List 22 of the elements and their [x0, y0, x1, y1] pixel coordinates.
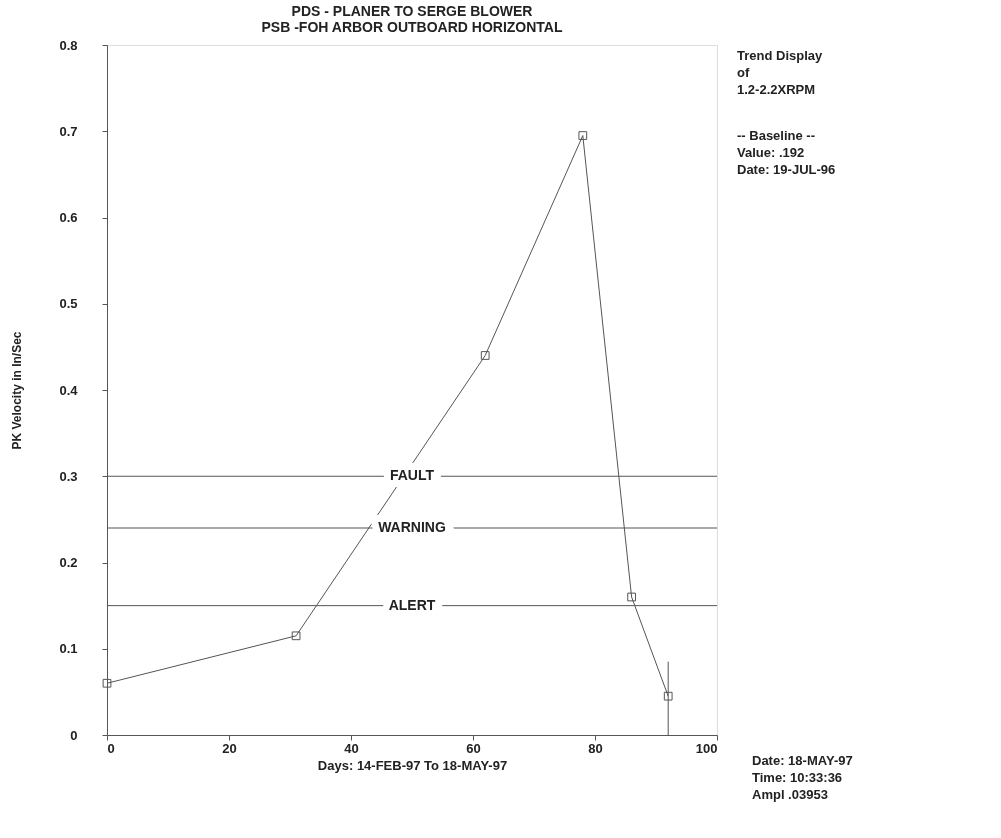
text: Trend Display of 1.2-2.2XRPM [737, 48, 824, 97]
x-tick-label: 60 [466, 740, 481, 756]
y-tick-label: 0.8 [59, 37, 78, 53]
x-tick-label: 20 [222, 740, 237, 756]
chart-subtitle: PSB -FOH ARBOR OUTBOARD HORIZONTAL [261, 19, 563, 35]
y-axis-title: PK Velocity in In/Sec [10, 331, 25, 450]
y-tick-label: 0.1 [59, 641, 78, 657]
y-tick-label: 0.3 [59, 468, 78, 484]
text: Date: 18-MAY-97 Time: 10:33:36 Ampl .03953 [752, 753, 853, 802]
x-tick-label: 0 [107, 740, 115, 756]
y-tick-label: 0 [70, 727, 78, 743]
x-tick-label: 100 [695, 740, 718, 756]
y-tick-label: 0.5 [59, 296, 78, 312]
y-tick-label: 0.4 [59, 382, 79, 398]
y-tick-label: 0.2 [59, 555, 78, 570]
x-tick-label: 40 [344, 740, 359, 756]
chart-title: PDS - PLANER TO SERGE BLOWER [291, 3, 533, 19]
text: -- Baseline -- Value: .192 Date: 19-JUL-96 [737, 128, 836, 177]
y-tick-label: 0.7 [59, 123, 78, 139]
y-tick-label: 0.6 [59, 210, 78, 225]
x-tick-label: 80 [588, 740, 603, 756]
x-axis-title: Days: 14-FEB-97 To 18-MAY-97 [317, 757, 508, 773]
